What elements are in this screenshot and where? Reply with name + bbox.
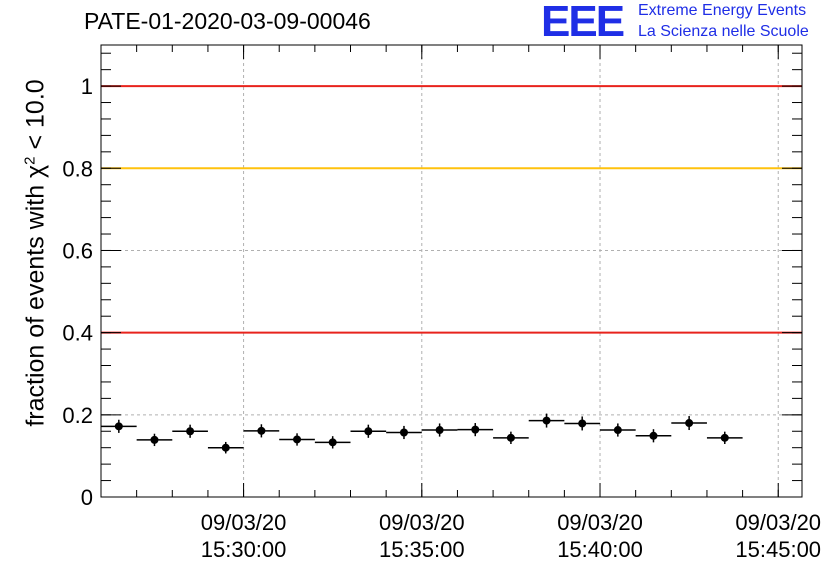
data-point — [564, 416, 601, 431]
data-points — [101, 413, 743, 454]
x-tick-date: 09/03/20 — [379, 510, 465, 535]
data-point — [172, 424, 208, 438]
point-marker — [150, 435, 159, 444]
point-marker — [257, 426, 266, 435]
data-point — [101, 419, 137, 433]
y-tick-label: 0.2 — [62, 403, 93, 428]
x-tick-time: 15:45:00 — [735, 537, 821, 562]
reference-lines — [101, 85, 802, 334]
eee-logo-mark: EEE — [541, 0, 625, 46]
y-tick-label: 0 — [81, 485, 93, 510]
chart-title: PATE-01-2020-03-09-00046 — [84, 8, 371, 34]
data-point — [279, 433, 315, 446]
x-tick-date: 09/03/20 — [201, 510, 287, 535]
point-marker — [685, 419, 694, 428]
point-marker — [578, 419, 587, 428]
data-point — [600, 423, 636, 437]
point-marker — [720, 433, 729, 442]
data-point — [706, 431, 743, 444]
point-marker — [435, 426, 444, 435]
y-tick-label: 1 — [81, 74, 93, 99]
data-point — [635, 429, 672, 443]
data-point — [457, 423, 494, 437]
x-tick-time: 15:35:00 — [379, 537, 465, 562]
axes — [100, 44, 803, 498]
point-marker — [613, 426, 622, 435]
y-tick-label: 0.6 — [62, 238, 93, 263]
data-point — [528, 413, 565, 428]
point-marker — [542, 416, 551, 425]
data-point — [243, 424, 280, 438]
x-tick-date: 09/03/20 — [557, 510, 643, 535]
point-marker — [328, 438, 337, 447]
point-marker — [186, 427, 195, 436]
data-point — [314, 436, 351, 449]
point-marker — [114, 422, 123, 431]
y-tick-label: 0.4 — [62, 321, 93, 346]
x-tick-date: 09/03/20 — [735, 510, 821, 535]
data-point — [136, 433, 173, 447]
point-marker — [649, 431, 658, 440]
grid-layer — [101, 45, 802, 497]
plot-frame — [100, 44, 803, 498]
x-tick-time: 15:30:00 — [201, 537, 287, 562]
y-tick-label: 0.8 — [62, 156, 93, 181]
point-marker — [221, 443, 230, 452]
data-point — [421, 423, 458, 437]
point-marker — [293, 435, 302, 444]
data-point — [207, 441, 244, 454]
point-marker — [364, 427, 373, 436]
point-marker — [506, 433, 515, 442]
data-point — [350, 424, 387, 438]
logo-line-1: Extreme Energy Events — [638, 2, 807, 19]
data-point — [493, 431, 529, 444]
tick-labels: 00.20.40.60.8109/03/2015:30:0009/03/2015… — [62, 74, 821, 562]
data-point — [671, 416, 707, 431]
x-tick-time: 15:40:00 — [557, 537, 643, 562]
point-marker — [399, 428, 408, 437]
logo-line-2: La Scienza nelle Scuole — [638, 23, 809, 40]
point-marker — [471, 425, 480, 434]
data-point — [386, 425, 422, 440]
